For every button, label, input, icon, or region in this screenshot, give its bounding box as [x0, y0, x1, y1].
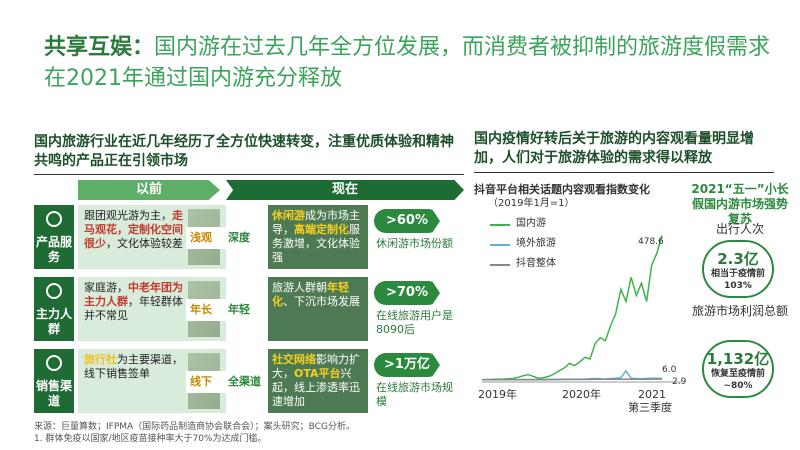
row-label: 产品服务 — [34, 205, 74, 269]
stat-circle-trips: 2.3亿 相当于疫情前103% — [702, 240, 774, 298]
metric-note: 在线旅游市场规模 — [376, 381, 453, 408]
comparison-row-channel: 销售渠道 旅行社为主要渠道，线下销售签单 线下 全渠道 社交网络影响力扩大，OT… — [34, 349, 464, 413]
title-prefix: 共享互娱： — [44, 35, 155, 60]
shift-to: 深度 — [228, 231, 250, 244]
now-highlight: OTA平台 — [294, 367, 341, 380]
series-line — [482, 369, 663, 381]
before-part: 家庭游， — [84, 281, 128, 294]
row-now-cell: 休闲游成为市场主导，高端定制化服务激增，文化体验强 — [268, 205, 368, 269]
legend-item: 抖音整体 — [488, 254, 598, 274]
legend-label: 抖音整体 — [516, 258, 556, 269]
left-divider — [34, 174, 464, 175]
before-part: ，年轻群体并不常见 — [84, 295, 183, 322]
row-now-text: 休闲游成为市场主导，高端定制化服务激增，文化体验强 — [272, 209, 366, 265]
before-highlight: 旅行社 — [84, 353, 117, 366]
legend-swatch — [490, 244, 510, 246]
row-label: 销售渠道 — [34, 349, 74, 413]
shift-from: 浅观 — [190, 231, 212, 244]
source-text: 来源：巨量算数；IFPMA（国际药品制造商协会联合会）；案头研究；BCG分析。 — [34, 422, 355, 432]
row-now-text: 社交网络影响力扩大，OTA平台兴起，线上渗透率迅速增加 — [272, 353, 366, 409]
shift-arrow: 线下 全渠道 — [186, 371, 268, 393]
metric-note: 在线旅游用户是8090后 — [376, 309, 453, 336]
chart-title: 抖音平台相关话题内容观看指数变化 — [474, 183, 650, 196]
row-label-text: 销售渠道 — [35, 379, 72, 408]
now-part: 成为市场主导， — [272, 209, 360, 236]
right-divider — [474, 172, 774, 173]
cart-icon — [46, 355, 62, 371]
row-before-text: 旅行社为主要渠道，线下销售签单 — [84, 353, 188, 381]
header-before: 以前 — [78, 180, 220, 200]
stat-value: 1,132亿 — [706, 350, 770, 368]
end-value-label: 2.9 — [672, 377, 687, 387]
before-highlight: 中老年团为主力人群 — [84, 281, 183, 308]
row-before-text: 跟团观光游为主，走马观花，定制化空间很少，文化体验较差 — [84, 209, 188, 251]
row-label-text: 产品服务 — [35, 235, 72, 264]
row-now-cell: 旅游人群朝年轻化、下沉市场发展 — [268, 277, 368, 341]
metric-pill: >70% — [374, 281, 440, 305]
shift-arrow: 浅观 深度 — [186, 227, 268, 249]
header-now: 现在 — [226, 180, 464, 200]
stat-note: 相当于疫情前103% — [710, 269, 765, 291]
now-part: 服务激增，文化体验强 — [272, 223, 360, 264]
comparison-row-people: 主力人群 家庭游，中老年团为主力人群，年轻群体并不常见 年长 年轻 旅游人群朝年… — [34, 277, 464, 341]
side-title: 2021“五一”小长假国内游市场强势复苏 — [691, 182, 789, 226]
metric-note: 休闲游市场份额 — [376, 237, 453, 250]
metric-pill: >1万亿 — [374, 353, 440, 377]
shift-to: 全渠道 — [228, 375, 261, 388]
before-part: 跟团观光游为主， — [84, 209, 172, 222]
now-part: 旅游人群朝 — [272, 281, 327, 294]
person-icon — [46, 283, 62, 299]
shift-arrow: 年长 年轻 — [186, 299, 268, 321]
end-value-label: 6.0 — [662, 365, 677, 375]
legend-item: 国内游 — [488, 214, 598, 234]
title-text: 国内游在过去几年全方位发展，而消费者被抑制的旅游度假需求在2021年通过国内游充… — [44, 35, 771, 91]
row-now-cell: 社交网络影响力扩大，OTA平台兴起，线上渗透率迅速增加 — [268, 349, 368, 413]
now-part: 、下沉市场发展 — [283, 295, 360, 308]
row-label: 主力人群 — [34, 277, 74, 341]
right-subtitle: 国内疫情好转后关于旅游的内容观看量明显增加，人们对于旅游体验的需求得以释放 — [474, 131, 754, 166]
stat-value: 2.3亿 — [717, 250, 759, 268]
series-line — [482, 378, 662, 381]
legend-label: 境外旅游 — [516, 238, 556, 249]
page-title: 共享互娱：国内游在过去几年全方位发展，而消费者被抑制的旅游度假需求在2021年通… — [44, 32, 784, 94]
now-highlight: 高端定制化 — [294, 223, 349, 236]
x-tick-label: 第三季度 — [628, 400, 672, 414]
source-note: 来源：巨量算数；IFPMA（国际药品制造商协会联合会）；案头研究；BCG分析。 … — [34, 421, 474, 445]
legend-label: 国内游 — [516, 218, 546, 229]
before-part: 为主要渠道，线下销售签单 — [84, 353, 183, 380]
row-now-text: 旅游人群朝年轻化、下沉市场发展 — [272, 281, 366, 309]
side-label-trips: 出行人次 — [715, 222, 764, 236]
now-highlight: 休闲游 — [272, 209, 305, 222]
left-subtitle: 国内旅游行业在近几年经历了全方位快速转变，注重优质体验和精神共鸣的产品正在引领市… — [34, 134, 454, 169]
metric-pill: >60% — [374, 209, 440, 233]
legend-swatch — [490, 224, 510, 226]
end-value-label: 478.6 — [638, 237, 664, 247]
before-part: ，文化体验较差 — [106, 237, 183, 250]
before-highlight: 走马观花，定制化空间很少 — [84, 209, 183, 250]
chart-note: （2019年1月=1） — [488, 198, 575, 209]
now-part: 兴起，线上渗透率迅速增加 — [272, 367, 360, 408]
stat-note: 恢复至疫情前~80% — [710, 369, 765, 391]
now-highlight: 年轻化 — [272, 281, 349, 308]
shift-from: 线下 — [190, 375, 212, 388]
x-tick-label: 2020年 — [562, 387, 601, 401]
x-tick-label: 2019年 — [478, 387, 517, 401]
shift-to: 年轻 — [228, 303, 250, 316]
legend-swatch — [490, 264, 510, 266]
row-label-text: 主力人群 — [35, 307, 72, 336]
stat-circle-profit: 1,132亿 恢复至疫情前~80% — [702, 340, 774, 398]
row-before-text: 家庭游，中老年团为主力人群，年轻群体并不常见 — [84, 281, 188, 323]
legend-item: 境外旅游 — [488, 234, 598, 254]
balloon-icon — [46, 211, 62, 227]
now-part: 影响力扩大， — [272, 353, 360, 380]
footnote-text: 1. 群体免疫以国家/地区疫苗接种率大于70%为达成门槛。 — [34, 434, 267, 444]
shift-from: 年长 — [190, 303, 212, 316]
chart-legend: 国内游 境外旅游 抖音整体 — [488, 214, 598, 274]
comparison-row-product: 产品服务 跟团观光游为主，走马观花，定制化空间很少，文化体验较差 浅观 深度 休… — [34, 205, 464, 269]
x-tick-label: 2021 — [638, 388, 666, 401]
now-highlight: 社交网络 — [272, 353, 316, 366]
side-label-profit: 旅游市场利润总额 — [691, 304, 788, 318]
